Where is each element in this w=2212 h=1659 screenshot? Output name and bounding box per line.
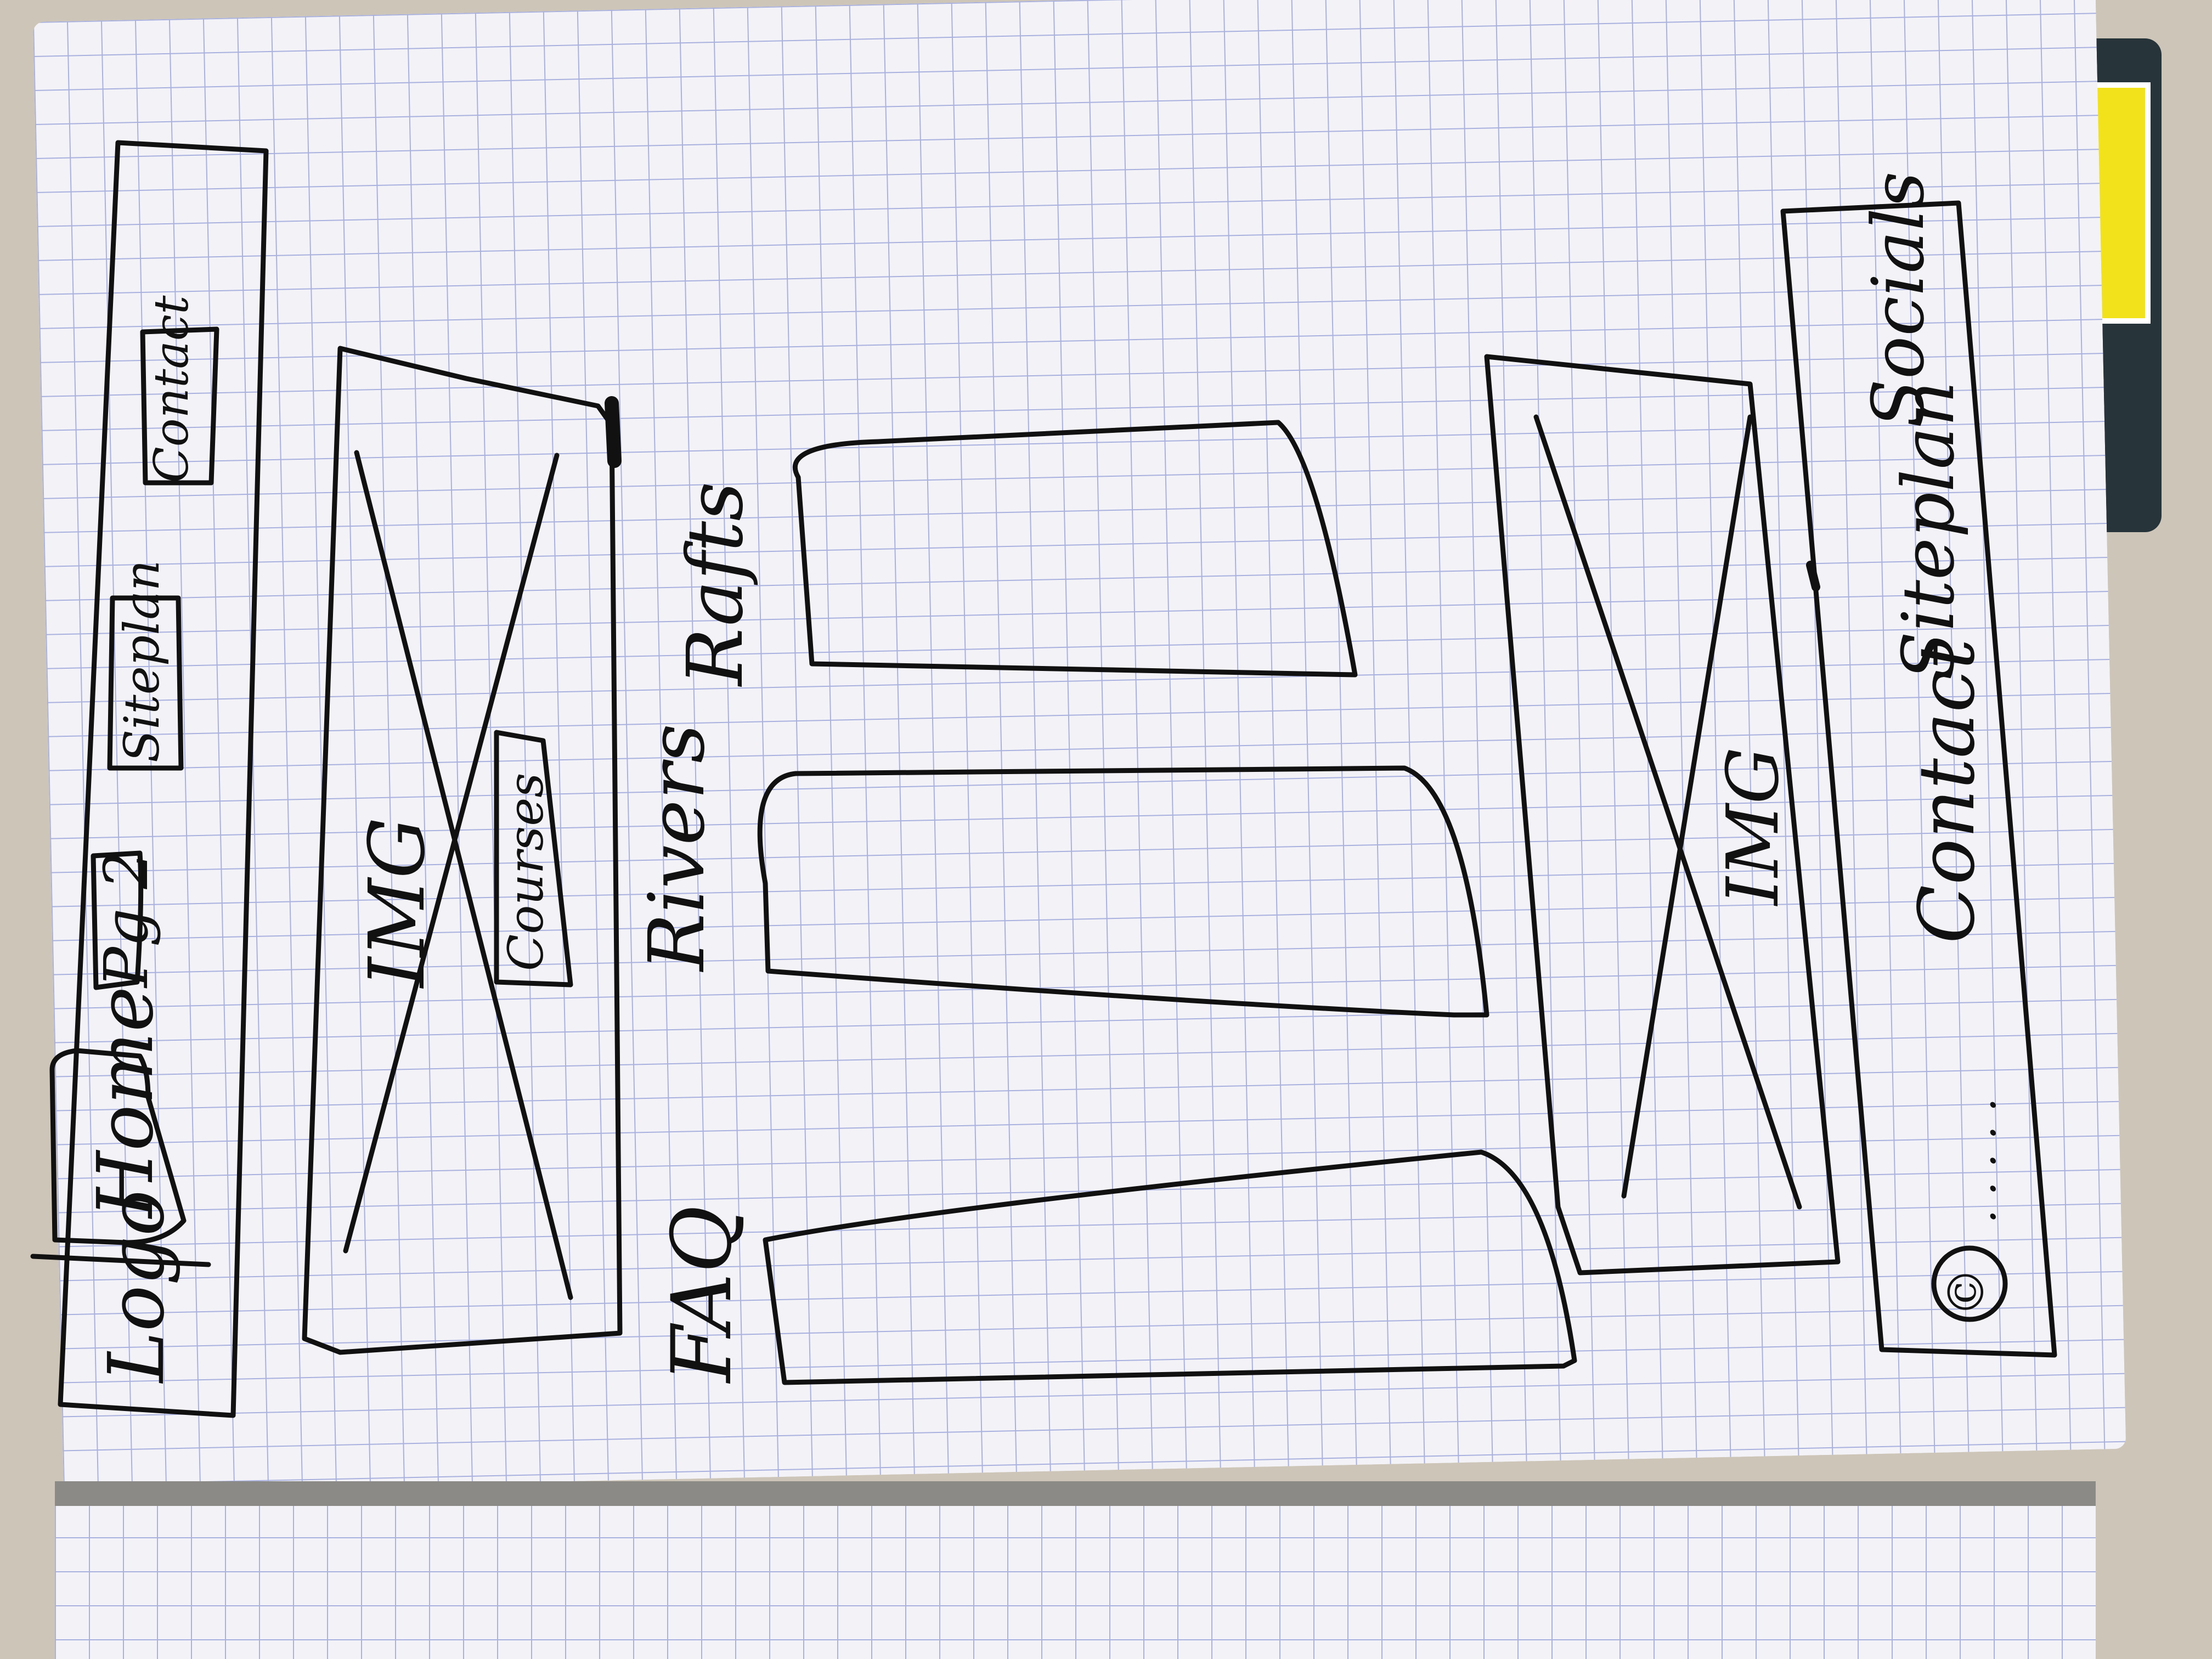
hero-button-label: Courses: [498, 772, 554, 971]
footer-ellipsis: . . . . .: [1955, 1098, 2006, 1223]
nav-siteplan-label: Siteplan: [114, 560, 170, 763]
logo-label: Logo: [92, 1189, 182, 1383]
content-img-box: [1484, 354, 1841, 1276]
header-logo-divider: [30, 1254, 211, 1267]
content-img-cross-a: [1533, 414, 1802, 1210]
content-img-label: IMG: [1711, 747, 1795, 905]
hero-box: [302, 346, 623, 1355]
nav-contact-label: Contact: [144, 295, 199, 483]
footer-copyright-label: ©: [1938, 1267, 1995, 1317]
nav-siteplan-box: [107, 595, 184, 771]
rivers-label: Rivers: [633, 724, 722, 971]
footer-contact-label: Contact: [1903, 639, 1992, 944]
rivers-box: [757, 765, 1489, 1018]
copyright-circle: [1931, 1245, 2008, 1322]
nav-home-box: [49, 1048, 187, 1245]
content-img-cross-b: [1621, 414, 1753, 1199]
page-shadow: [55, 1481, 2096, 1506]
nav-pg2-box: [91, 850, 144, 990]
nav-pg2-label: Pg 2: [91, 850, 161, 988]
ink-mark: [605, 396, 622, 468]
faq-label: FAQ: [654, 1205, 750, 1383]
hero-img-label: IMG: [353, 817, 442, 988]
notebook-page-lower: [55, 1503, 2096, 1659]
footer-socials-label: Socials: [1857, 171, 1940, 428]
rafts-label: Rafts: [671, 481, 760, 686]
footer-box: [1780, 200, 2057, 1358]
hero-cross-b: [343, 453, 560, 1254]
header-box: [58, 140, 269, 1418]
faq-box: [763, 1149, 1577, 1385]
nav-home-label: Home: [81, 986, 171, 1218]
hero-cross-a: [354, 450, 573, 1300]
hero-button-box: [494, 730, 573, 988]
ink-mark-2: [1806, 561, 1820, 591]
nav-contact-box: [140, 326, 219, 486]
rafts-box: [792, 420, 1358, 678]
